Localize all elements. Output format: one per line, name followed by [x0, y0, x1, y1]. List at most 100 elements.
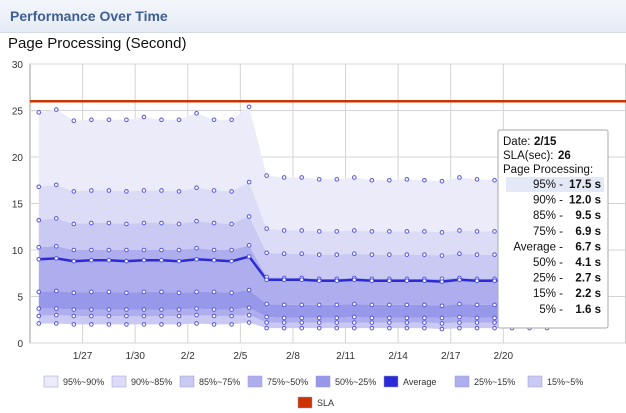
data-point[interactable]	[404, 278, 410, 283]
data-point[interactable]	[369, 320, 375, 325]
data-point[interactable]	[492, 252, 497, 257]
data-point[interactable]	[124, 313, 129, 319]
data-point[interactable]	[89, 307, 94, 312]
data-point[interactable]	[124, 290, 129, 296]
data-point[interactable]	[176, 322, 182, 327]
data-point[interactable]	[141, 289, 147, 295]
data-point[interactable]	[176, 307, 182, 312]
data-point[interactable]	[53, 256, 59, 261]
data-point[interactable]	[106, 220, 112, 226]
data-point[interactable]	[422, 315, 427, 321]
data-point[interactable]	[124, 322, 129, 327]
data-point[interactable]	[246, 312, 252, 318]
data-point[interactable]	[264, 320, 269, 325]
data-point[interactable]	[387, 320, 392, 325]
data-point[interactable]	[89, 220, 94, 226]
data-point[interactable]	[316, 252, 322, 257]
data-point[interactable]	[457, 175, 462, 180]
data-point[interactable]	[439, 315, 445, 321]
data-point[interactable]	[264, 314, 269, 320]
data-point[interactable]	[422, 302, 427, 308]
data-point[interactable]	[281, 251, 287, 257]
data-point[interactable]	[176, 247, 182, 253]
data-point[interactable]	[351, 314, 357, 320]
data-point[interactable]	[71, 247, 77, 253]
data-point[interactable]	[194, 306, 199, 311]
data-point[interactable]	[89, 289, 94, 295]
data-point[interactable]	[316, 325, 322, 331]
data-point[interactable]	[474, 177, 480, 182]
data-point[interactable]	[422, 278, 427, 283]
data-point[interactable]	[124, 189, 129, 194]
data-point[interactable]	[159, 117, 164, 123]
data-point[interactable]	[124, 258, 129, 264]
data-point[interactable]	[387, 278, 392, 283]
data-point[interactable]	[492, 302, 497, 308]
data-point[interactable]	[159, 289, 164, 295]
data-point[interactable]	[36, 217, 42, 223]
data-point[interactable]	[36, 257, 42, 262]
data-point[interactable]	[89, 313, 94, 319]
data-point[interactable]	[369, 325, 375, 331]
data-point[interactable]	[36, 110, 42, 115]
data-point[interactable]	[281, 175, 287, 180]
data-point[interactable]	[229, 307, 234, 312]
data-point[interactable]	[106, 313, 112, 319]
data-point[interactable]	[246, 104, 252, 110]
data-point[interactable]	[176, 290, 182, 296]
data-point[interactable]	[53, 182, 59, 188]
data-point[interactable]	[211, 247, 217, 253]
data-point[interactable]	[439, 253, 445, 258]
data-point[interactable]	[246, 179, 252, 185]
data-point[interactable]	[316, 302, 322, 308]
data-point[interactable]	[404, 320, 410, 325]
data-point[interactable]	[246, 305, 252, 310]
data-point[interactable]	[159, 307, 164, 312]
data-point[interactable]	[53, 306, 59, 311]
data-point[interactable]	[89, 247, 94, 253]
data-point[interactable]	[264, 173, 269, 178]
data-point[interactable]	[299, 302, 305, 308]
data-point[interactable]	[457, 301, 462, 307]
data-point[interactable]	[53, 288, 59, 294]
data-point[interactable]	[211, 313, 217, 319]
data-point[interactable]	[316, 278, 322, 283]
data-point[interactable]	[159, 188, 164, 193]
data-point[interactable]	[299, 325, 305, 331]
data-point[interactable]	[281, 325, 287, 331]
data-point[interactable]	[106, 257, 112, 263]
data-point[interactable]	[264, 301, 269, 307]
data-point[interactable]	[159, 257, 164, 263]
data-point[interactable]	[369, 302, 375, 308]
data-point[interactable]	[176, 189, 182, 194]
data-point[interactable]	[124, 307, 129, 312]
data-point[interactable]	[106, 247, 112, 253]
data-point[interactable]	[474, 229, 480, 234]
data-point[interactable]	[159, 220, 164, 226]
data-point[interactable]	[404, 302, 410, 308]
data-point[interactable]	[229, 322, 234, 327]
data-point[interactable]	[106, 307, 112, 312]
data-point[interactable]	[53, 216, 59, 221]
data-point[interactable]	[71, 189, 77, 194]
data-point[interactable]	[387, 325, 392, 331]
data-point[interactable]	[124, 117, 129, 123]
data-point[interactable]	[194, 185, 199, 190]
data-point[interactable]	[141, 313, 147, 319]
data-point[interactable]	[492, 325, 497, 331]
data-point[interactable]	[36, 289, 42, 295]
data-point[interactable]	[141, 257, 147, 263]
data-point[interactable]	[229, 258, 234, 264]
data-point[interactable]	[229, 247, 234, 253]
data-point[interactable]	[439, 178, 445, 184]
data-point[interactable]	[106, 289, 112, 295]
data-point[interactable]	[89, 188, 94, 193]
data-point[interactable]	[194, 257, 199, 262]
data-point[interactable]	[246, 214, 252, 219]
data-point[interactable]	[474, 315, 480, 321]
data-point[interactable]	[229, 189, 234, 194]
data-point[interactable]	[194, 321, 199, 326]
data-point[interactable]	[229, 290, 234, 296]
data-point[interactable]	[299, 175, 305, 180]
data-point[interactable]	[71, 258, 77, 264]
